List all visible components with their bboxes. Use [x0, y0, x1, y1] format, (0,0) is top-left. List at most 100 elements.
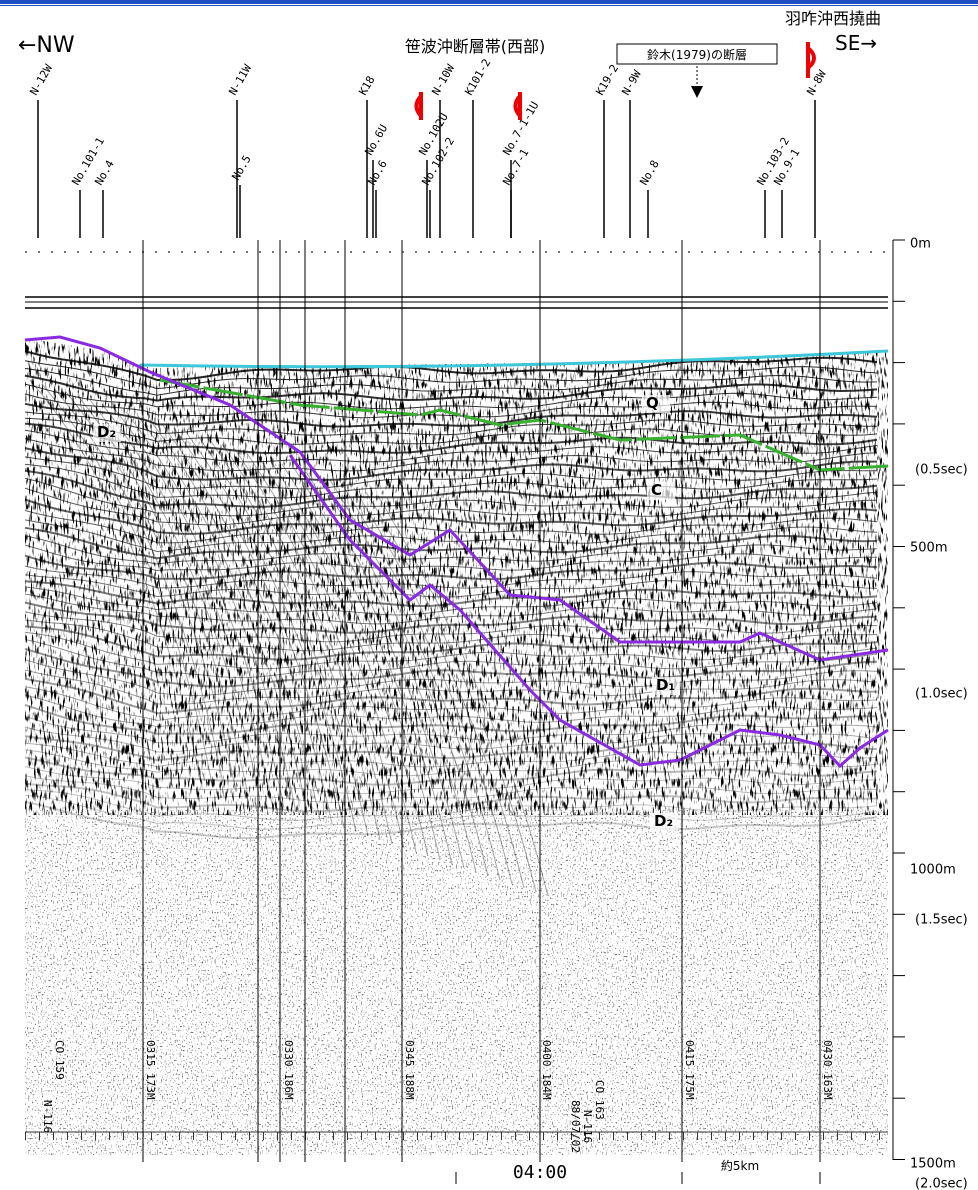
depth-label: 500m [910, 541, 947, 556]
reflector [24, 659, 878, 697]
record-label: 0430 163M [821, 1040, 834, 1100]
dipping-reflector [365, 491, 537, 893]
dipping-reflector [329, 479, 501, 881]
reflector [24, 601, 878, 634]
dipping-reflector [377, 495, 549, 897]
reflector [24, 393, 878, 419]
reflector [24, 611, 878, 643]
track-label: K19-2 [593, 62, 621, 97]
dipping-reflector [197, 435, 369, 837]
depth-label: (2.0sec) [915, 1177, 968, 1190]
reflector [24, 677, 878, 715]
record-label: 0315 173M [144, 1040, 157, 1100]
reflector [24, 438, 878, 472]
dipping-reflector [341, 483, 513, 885]
reflector [24, 526, 878, 560]
reflector [24, 789, 878, 821]
dipping-reflector [101, 403, 273, 805]
reflector [24, 686, 878, 721]
layer-label-bg [652, 677, 680, 695]
horizon-q-base [159, 378, 889, 472]
dipping-reflector [209, 439, 381, 841]
dipping-reflector [53, 387, 225, 789]
record-label: 88/07/02 [569, 1100, 582, 1153]
reflector [24, 374, 878, 402]
layer-label: D₁ [656, 676, 675, 694]
reflector [24, 782, 878, 813]
track-label: No.5 [229, 153, 254, 182]
flexure-symbol [806, 42, 816, 78]
horizon-c-base [24, 335, 889, 662]
reflector [24, 625, 878, 661]
dipping-reflector [293, 467, 465, 869]
fault-symbol [414, 92, 423, 120]
reflector [24, 477, 878, 517]
reflector [24, 574, 878, 598]
reflector [24, 735, 878, 762]
reflector [24, 565, 878, 589]
fault-zone-title: 笹波沖断層帯(西部) [405, 37, 546, 56]
dipping-reflector [173, 427, 345, 829]
dipping-reflector [185, 431, 357, 833]
depth-label: (1.5sec) [915, 913, 968, 928]
seismic-texture [25, 335, 888, 815]
dipping-reflector [113, 407, 285, 809]
reflector [24, 742, 878, 768]
dipping-reflector [257, 455, 429, 857]
suzuki-fault-label: 鈴木(1979)の断層 [647, 47, 747, 62]
layer-label: C [651, 481, 662, 499]
reflector [24, 694, 878, 728]
scale-label: 約5km [721, 1158, 759, 1173]
reflector [24, 463, 878, 499]
reflector [24, 535, 878, 565]
reflector [24, 554, 878, 581]
horizon-d1-base [288, 454, 889, 769]
depth-label: (0.5sec) [915, 463, 968, 478]
track-label: K101-2 [462, 57, 493, 98]
reflector [24, 704, 878, 735]
layer-label: Q [646, 394, 659, 412]
reflector [24, 469, 878, 508]
reflector [24, 639, 878, 679]
reflector [24, 411, 878, 436]
arrow-head [691, 86, 703, 98]
reflector [24, 519, 878, 553]
layer-label: D₂ [654, 812, 673, 830]
reflector [24, 801, 878, 840]
dipping-reflector [233, 447, 405, 849]
reflector [24, 544, 877, 572]
reflector [24, 429, 878, 463]
track-label: N-12W [27, 62, 55, 98]
reflector [24, 593, 878, 625]
flexure-title: 羽咋沖西撓曲 [785, 9, 881, 28]
reflector [24, 360, 878, 390]
dipping-reflector [269, 459, 441, 861]
layer-label-bg [642, 395, 670, 413]
dipping-reflector [317, 475, 489, 877]
dipping-reflector [161, 423, 333, 825]
dipping-reflector [221, 443, 393, 845]
layer-label-bg [647, 482, 675, 500]
record-label: 0345 188M [403, 1040, 416, 1100]
track-label: No.6 [365, 158, 390, 187]
reflector [24, 669, 878, 705]
depth-label: 1500m [910, 1157, 956, 1172]
layer-label: D₂ [97, 423, 116, 441]
record-label: 0400 184M [540, 1040, 553, 1100]
time-label: 04:00 [513, 1162, 567, 1183]
reflector [24, 631, 878, 670]
fault-symbol [513, 92, 522, 120]
reflector [24, 647, 878, 688]
reflector [24, 766, 878, 795]
depth-label: (1.0sec) [915, 687, 968, 702]
reflector [24, 402, 878, 428]
reflector [24, 726, 878, 753]
dipping-reflector [245, 451, 417, 853]
seismic-texture-deep [25, 810, 888, 1155]
reflector [24, 456, 877, 490]
track-label: No.8 [637, 158, 662, 187]
reflector [24, 715, 878, 744]
track-label: N-10W [429, 62, 457, 98]
record-label: CO 163 [593, 1080, 606, 1120]
